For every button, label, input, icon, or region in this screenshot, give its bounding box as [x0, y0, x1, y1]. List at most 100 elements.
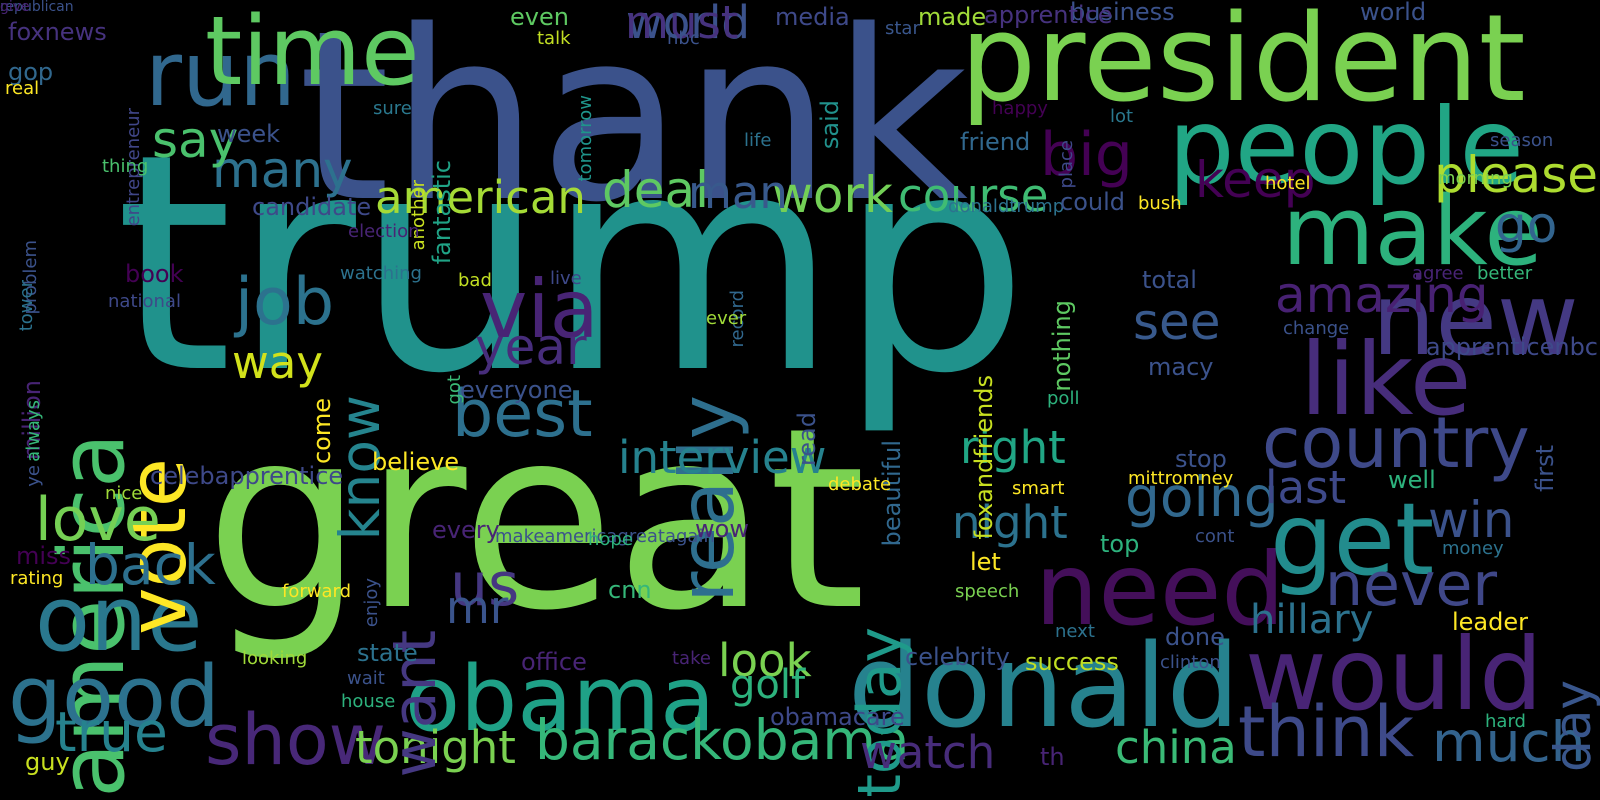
word: foxnews	[8, 18, 107, 46]
word: watching	[340, 263, 422, 284]
word: celebrity	[905, 643, 1010, 671]
word: tower	[16, 280, 37, 332]
word: wait	[347, 668, 385, 689]
word: top	[1100, 530, 1140, 558]
word: going	[1125, 465, 1279, 529]
word: new	[1372, 261, 1579, 378]
word: well	[1388, 466, 1436, 494]
word: stop	[1175, 445, 1227, 473]
word: see	[1133, 293, 1221, 351]
word: cont	[1195, 526, 1235, 547]
word: deal	[602, 161, 710, 219]
word: gop	[8, 58, 54, 86]
word: nice	[105, 483, 143, 504]
word: hotel	[1265, 173, 1311, 194]
word: man	[688, 166, 788, 219]
word: run	[145, 22, 297, 127]
word: last	[1265, 461, 1347, 514]
word: would	[1245, 616, 1543, 733]
word: looking	[242, 648, 308, 669]
word: place	[1056, 140, 1077, 189]
word: nbc	[667, 28, 700, 49]
word: week	[217, 120, 281, 148]
word: mr	[446, 581, 509, 634]
word: go	[1495, 196, 1558, 254]
word: course	[898, 169, 1049, 222]
word: really	[663, 395, 751, 603]
word: morning	[1438, 168, 1513, 189]
word: total	[1142, 266, 1197, 294]
word: need	[1035, 531, 1285, 648]
word: world	[626, 0, 750, 49]
word: talk	[537, 28, 571, 49]
word: come	[308, 398, 336, 465]
word: please	[1434, 146, 1598, 204]
word: house	[341, 691, 396, 712]
word: way	[232, 336, 324, 389]
word: china	[1115, 721, 1237, 774]
word: golf	[730, 662, 806, 708]
word: obama	[405, 647, 716, 752]
word: miss	[16, 542, 72, 570]
word: much	[1432, 710, 1586, 774]
word: done	[1165, 623, 1225, 651]
word: donald	[848, 620, 1240, 754]
word: apprentice	[984, 1, 1113, 29]
word: nothing	[1048, 300, 1076, 392]
word: interview	[618, 431, 827, 484]
word: made	[918, 3, 987, 31]
word: time	[205, 0, 420, 107]
word: smart	[1012, 478, 1065, 499]
word: forward	[282, 581, 352, 602]
word: country	[1262, 402, 1530, 484]
word: wow	[695, 515, 749, 543]
word: work	[772, 166, 893, 224]
word: obamacare	[770, 703, 905, 731]
word: many	[212, 141, 353, 199]
word: national	[108, 291, 181, 312]
word: fantastic	[428, 160, 456, 265]
word: book	[125, 260, 184, 288]
word: real	[5, 78, 40, 99]
word: first	[1531, 445, 1559, 492]
word: show	[205, 699, 386, 781]
word: get	[1270, 481, 1435, 598]
word: right	[960, 421, 1066, 474]
word: mittromney	[1128, 468, 1234, 489]
word: one	[35, 567, 203, 672]
word: every	[432, 516, 500, 544]
word: always	[23, 400, 44, 462]
word: republican	[0, 0, 74, 15]
word: macy	[1148, 353, 1214, 381]
word: poll	[1047, 388, 1080, 409]
word: foxandfriends	[970, 375, 998, 540]
word: next	[1055, 621, 1095, 642]
word: trump	[115, 90, 1029, 439]
word: even	[510, 3, 569, 31]
word: candidate	[252, 193, 372, 221]
word: bush	[1138, 193, 1182, 214]
word: ye	[23, 465, 44, 487]
word: live	[550, 268, 582, 289]
word: amazing	[1275, 266, 1489, 324]
word: donaldtrump	[948, 196, 1065, 217]
word: success	[1025, 648, 1119, 676]
word: ever	[706, 308, 747, 329]
word: win	[1428, 491, 1515, 549]
word: sure	[373, 98, 412, 119]
word: money	[1442, 538, 1504, 559]
word: watch	[860, 726, 996, 779]
word: hard	[1485, 711, 1526, 732]
word: make	[1282, 177, 1543, 287]
word: debate	[828, 474, 892, 495]
word: thank	[298, 0, 969, 254]
word: everyone	[460, 376, 573, 404]
word: tomorrow	[575, 95, 596, 182]
word: star	[885, 18, 920, 39]
word: tonight	[355, 721, 516, 774]
word: apprenticenbc	[1425, 333, 1598, 361]
word: office	[521, 648, 587, 676]
word: love	[35, 485, 161, 555]
word: happy	[992, 98, 1048, 119]
